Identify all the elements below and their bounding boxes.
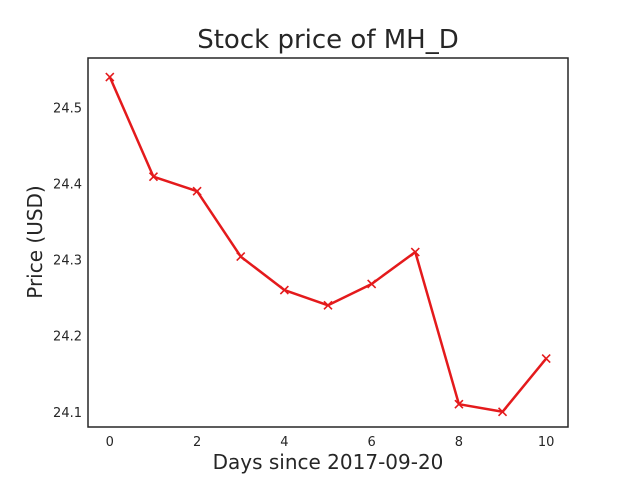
x-tick-label: 8 [455,435,463,450]
y-tick-label: 24.2 [53,330,82,345]
x-axis-label: Days since 2017-09-20 [213,450,444,474]
data-point-marker [454,399,464,409]
y-axis-ticks: 24.1 24.2 24.3 24.4 24.5 [53,101,82,420]
data-point-marker [236,252,246,262]
x-tick-label: 2 [193,435,201,450]
x-tick-label: 0 [106,435,114,450]
data-point-marker [497,407,508,417]
chart-title: Stock price of MH_D [197,25,459,55]
x-tick-label: 4 [280,435,288,450]
data-point-marker [192,186,202,196]
data-point-marker [148,172,159,182]
data-point-marker [541,353,551,364]
x-axis-ticks: 0 2 4 6 8 10 [106,435,555,450]
y-tick-label: 24.5 [53,101,82,116]
y-tick-label: 24.4 [53,178,82,193]
y-axis-label: Price (USD) [23,185,47,299]
series-layer [105,72,551,417]
x-tick-label: 6 [367,435,375,450]
plot-area-frame [87,57,569,428]
y-tick-label: 24.1 [53,406,82,421]
price-series-line [108,76,548,414]
data-point-marker [279,285,289,295]
y-tick-label: 24.3 [53,254,82,269]
data-point-marker [367,279,377,289]
data-point-marker [105,72,115,82]
data-point-marker [410,247,420,257]
x-tick-label: 10 [538,435,555,450]
data-point-marker [323,300,333,310]
